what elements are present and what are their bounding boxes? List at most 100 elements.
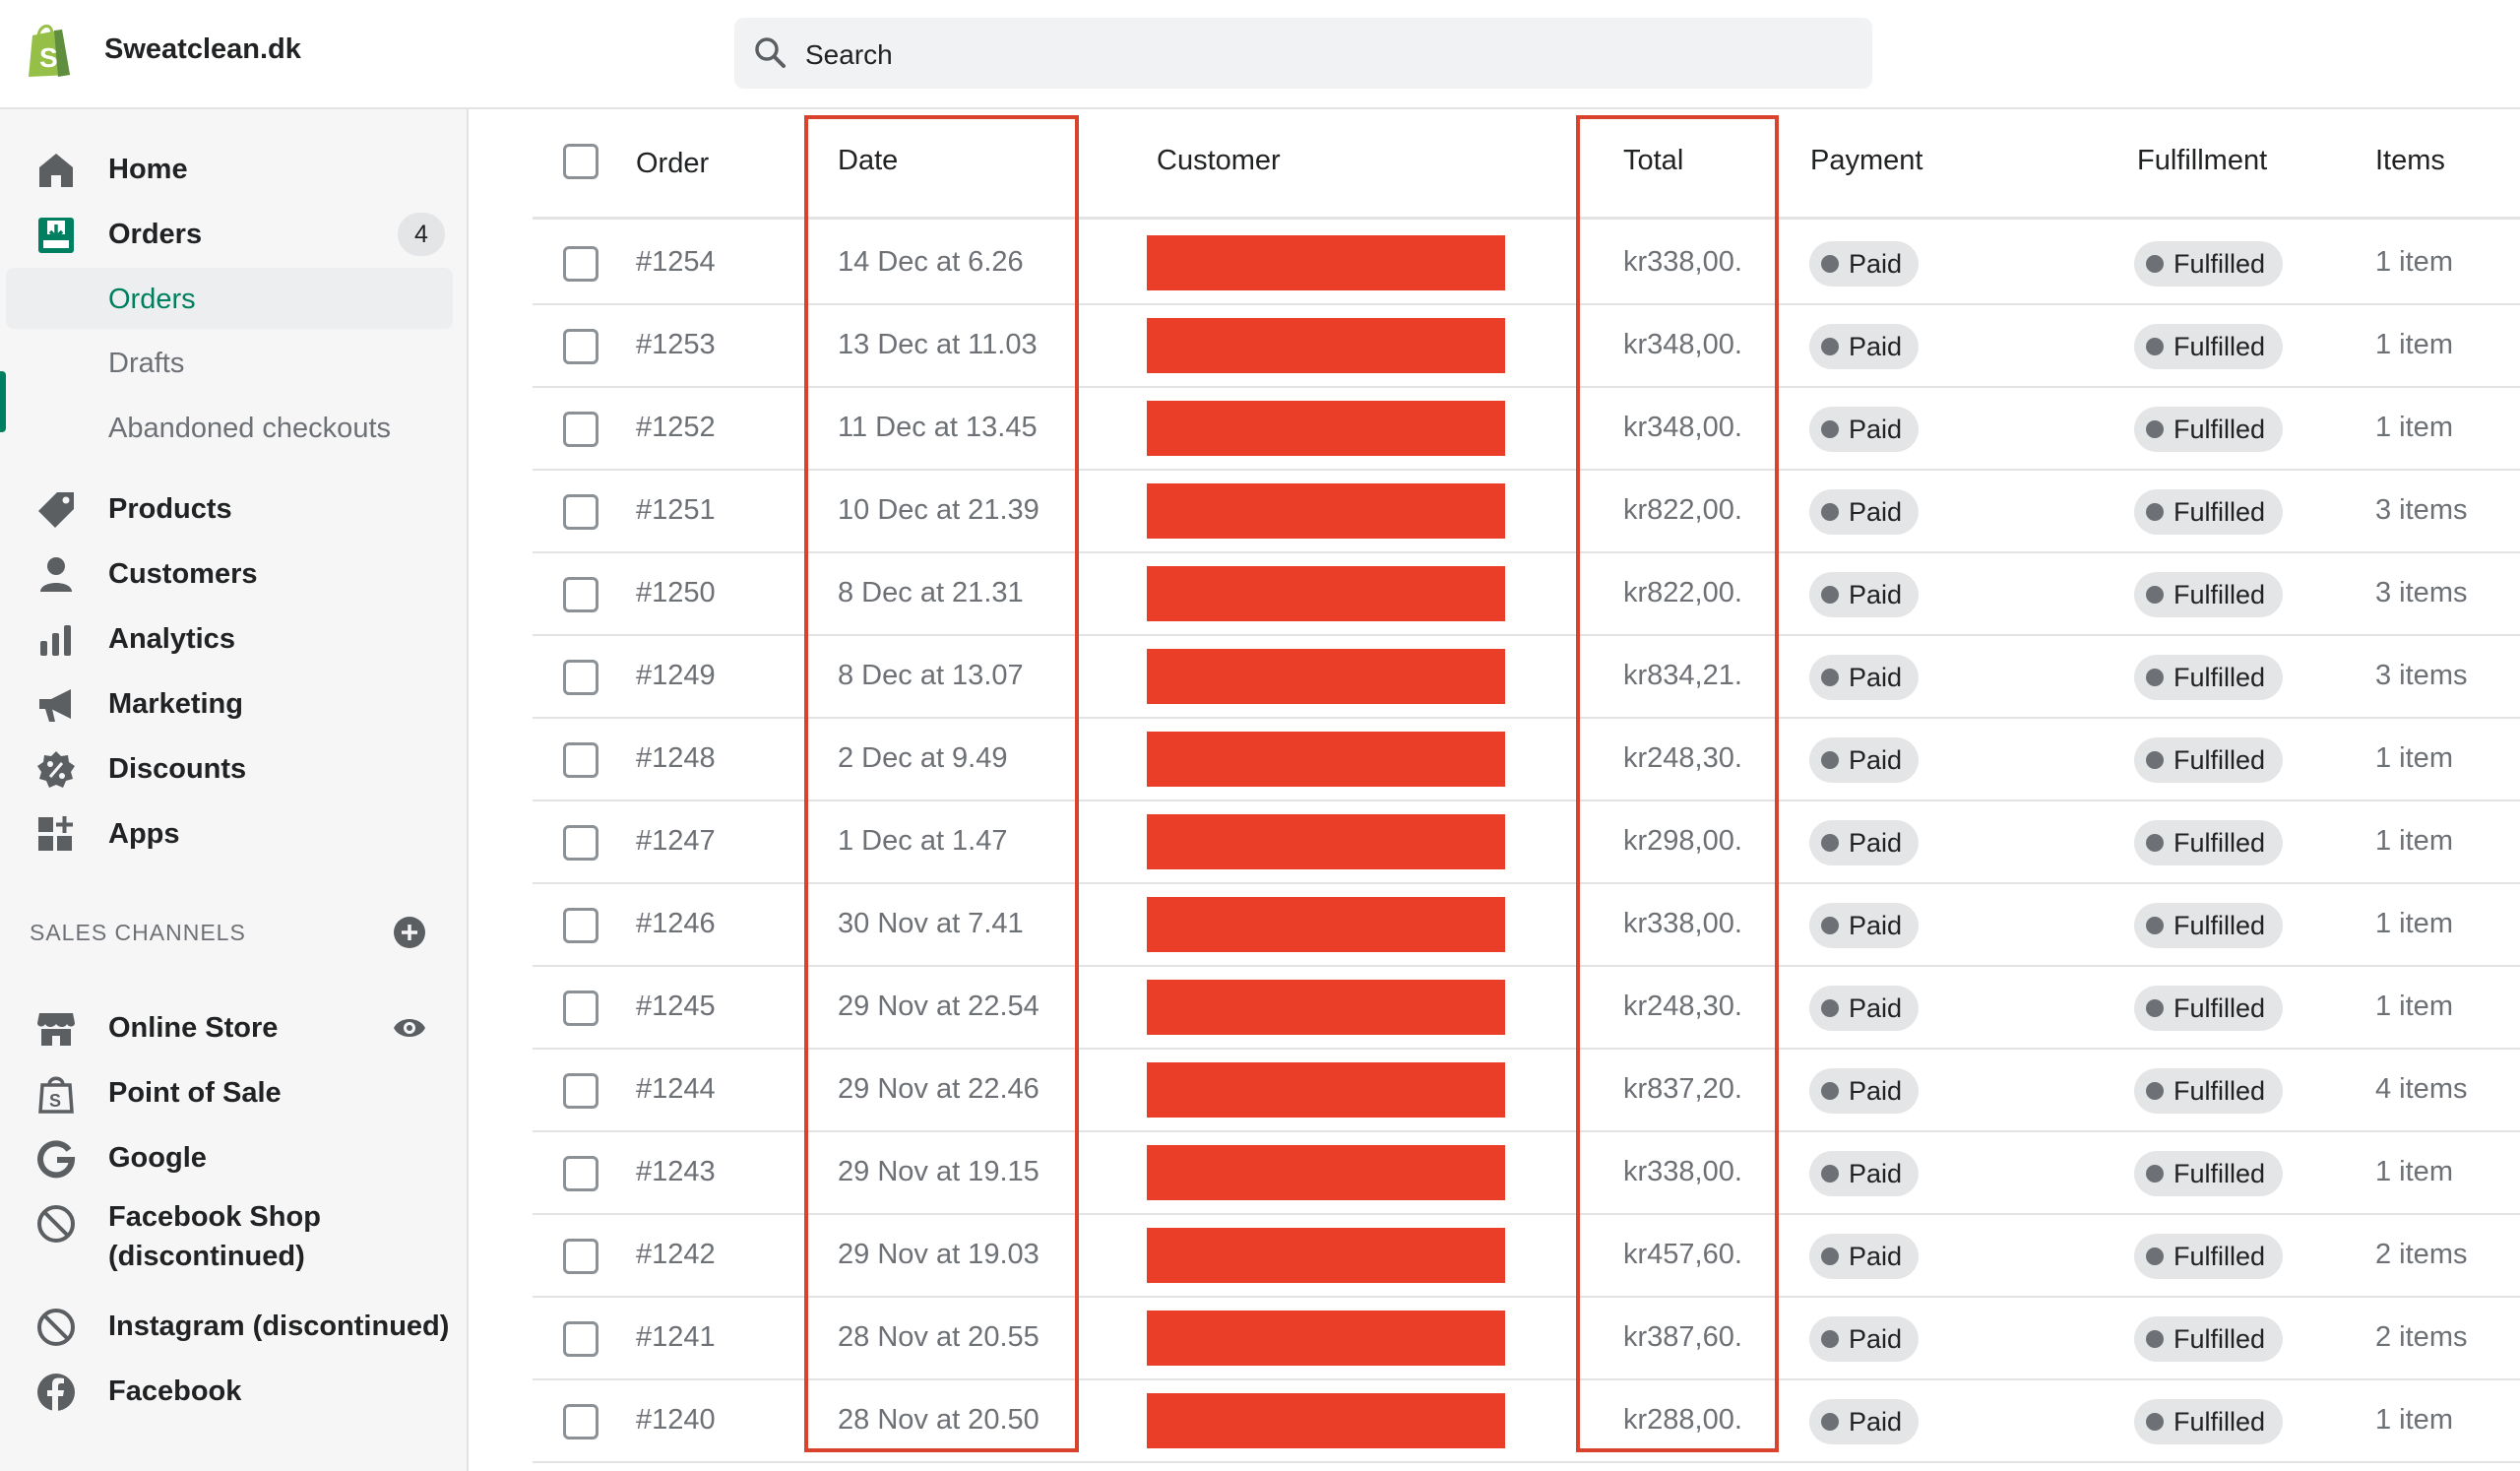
table-row[interactable]: #1251 10 Dec at 21.39 kr822,00. Paid Fulfill…: [533, 471, 2520, 553]
table-row[interactable]: #1246 30 Nov at 7.41 kr338,00. Paid Fulfille…: [533, 884, 2520, 967]
order-number[interactable]: #1242: [636, 1239, 716, 1270]
row-checkbox[interactable]: [563, 329, 598, 364]
order-number[interactable]: #1241: [636, 1321, 716, 1353]
order-number[interactable]: #1251: [636, 494, 716, 526]
items-count[interactable]: 2 items: [2375, 1321, 2468, 1353]
fulfillment-status-label: Fulfilled: [2174, 1242, 2266, 1271]
eye-icon[interactable]: [392, 1010, 427, 1046]
sidebar-item-apps[interactable]: Apps: [0, 802, 469, 863]
table-row[interactable]: #1247 1 Dec at 1.47 kr298,00. Paid Fulfilled…: [533, 801, 2520, 884]
fulfillment-status-badge: Fulfilled: [2134, 820, 2283, 865]
table-row[interactable]: #1242 29 Nov at 19.03 kr457,60. Paid Fulfill…: [533, 1215, 2520, 1298]
table-row[interactable]: #1243 29 Nov at 19.15 kr338,00. Paid Fulfill…: [533, 1132, 2520, 1215]
row-checkbox[interactable]: [563, 1404, 598, 1439]
order-number[interactable]: #1246: [636, 908, 716, 939]
column-header-order[interactable]: Order: [636, 148, 710, 179]
items-count[interactable]: 1 item: [2375, 742, 2453, 774]
order-number[interactable]: #1249: [636, 660, 716, 691]
row-checkbox[interactable]: [563, 246, 598, 282]
items-count[interactable]: 1 item: [2375, 246, 2453, 278]
table-row[interactable]: #1240 28 Nov at 20.50 kr288,00. Paid Fulfill…: [533, 1380, 2520, 1463]
sidebar-item-home[interactable]: Home: [0, 138, 469, 199]
sidebar-item-facebook-shop[interactable]: Facebook Shop (discontinued): [0, 1191, 469, 1274]
prohibited-icon: [37, 1205, 75, 1243]
items-count[interactable]: 1 item: [2375, 329, 2453, 360]
items-count[interactable]: 1 item: [2375, 1156, 2453, 1187]
sidebar-item-marketing[interactable]: Marketing: [0, 672, 469, 734]
table-header: Order Date Customer Total Payment Fulfil…: [533, 111, 2520, 220]
add-sales-channel-icon[interactable]: [392, 915, 427, 950]
column-header-total[interactable]: Total: [1623, 145, 1684, 176]
table-row[interactable]: #1252 11 Dec at 13.45 kr348,00. Paid Fulfill…: [533, 388, 2520, 471]
sidebar-item-point-of-sale[interactable]: S Point of Sale: [0, 1061, 469, 1122]
sidebar-subitem-orders[interactable]: Orders: [6, 268, 453, 329]
order-number[interactable]: #1250: [636, 577, 716, 608]
column-header-date[interactable]: Date: [838, 145, 899, 176]
sidebar-item-products[interactable]: Products: [0, 478, 469, 539]
row-checkbox[interactable]: [563, 494, 598, 530]
sidebar-subitem-drafts[interactable]: Drafts: [0, 332, 469, 393]
items-count[interactable]: 4 items: [2375, 1073, 2468, 1105]
items-count[interactable]: 3 items: [2375, 577, 2468, 608]
order-number[interactable]: #1248: [636, 742, 716, 774]
table-row[interactable]: #1253 13 Dec at 11.03 kr348,00. Paid Fulfill…: [533, 305, 2520, 388]
table-row[interactable]: #1244 29 Nov at 22.46 kr837,20. Paid Fulfill…: [533, 1050, 2520, 1132]
table-row[interactable]: #1248 2 Dec at 9.49 kr248,30. Paid Fulfilled…: [533, 719, 2520, 801]
order-number[interactable]: #1252: [636, 412, 716, 443]
items-count[interactable]: 1 item: [2375, 1404, 2453, 1436]
table-row[interactable]: #1254 14 Dec at 6.26 kr338,00. Paid Fulfille…: [533, 223, 2520, 305]
sidebar-item-discounts[interactable]: Discounts: [0, 737, 469, 799]
sidebar-item-google[interactable]: Google: [0, 1126, 469, 1187]
payment-status-label: Paid: [1849, 828, 1903, 858]
items-count[interactable]: 3 items: [2375, 494, 2468, 526]
sidebar-item-facebook[interactable]: Facebook: [0, 1360, 469, 1421]
search-bar[interactable]: Search: [734, 18, 1872, 89]
sidebar-item-orders[interactable]: Orders 4: [0, 203, 469, 264]
payment-status-dot-icon: [1821, 834, 1839, 852]
customer-redacted: [1147, 1062, 1505, 1118]
row-checkbox[interactable]: [563, 825, 598, 861]
order-number[interactable]: #1243: [636, 1156, 716, 1187]
row-checkbox[interactable]: [563, 908, 598, 943]
select-all-checkbox[interactable]: [563, 144, 598, 179]
order-number[interactable]: #1240: [636, 1404, 716, 1436]
sidebar-item-online-store[interactable]: Online Store: [0, 996, 469, 1057]
row-checkbox[interactable]: [563, 660, 598, 695]
row-checkbox[interactable]: [563, 1156, 598, 1191]
items-count[interactable]: 1 item: [2375, 825, 2453, 857]
table-row[interactable]: #1249 8 Dec at 13.07 kr834,21. Paid Fulfille…: [533, 636, 2520, 719]
row-checkbox[interactable]: [563, 412, 598, 447]
table-row[interactable]: #1245 29 Nov at 22.54 kr248,30. Paid Fulfill…: [533, 967, 2520, 1050]
items-count[interactable]: 1 item: [2375, 991, 2453, 1022]
top-bar: S Sweatclean.dk Search: [0, 0, 2520, 109]
row-checkbox[interactable]: [563, 577, 598, 612]
row-checkbox[interactable]: [563, 1073, 598, 1109]
fulfillment-status-dot-icon: [2146, 1082, 2164, 1100]
table-row[interactable]: #1241 28 Nov at 20.55 kr387,60. Paid Fulfill…: [533, 1298, 2520, 1380]
sidebar-item-analytics[interactable]: Analytics: [0, 608, 469, 669]
column-header-customer[interactable]: Customer: [1157, 145, 1281, 176]
row-checkbox[interactable]: [563, 991, 598, 1026]
sidebar-subitem-abandoned-checkouts[interactable]: Abandoned checkouts: [0, 397, 469, 458]
store-name[interactable]: Sweatclean.dk: [104, 33, 301, 65]
order-number[interactable]: #1254: [636, 246, 716, 278]
table-row[interactable]: #1250 8 Dec at 21.31 kr822,00. Paid Fulfille…: [533, 553, 2520, 636]
sidebar-item-label: Marketing: [108, 688, 243, 720]
order-number[interactable]: #1247: [636, 825, 716, 857]
column-header-fulfillment[interactable]: Fulfillment: [2137, 145, 2268, 176]
row-checkbox[interactable]: [563, 742, 598, 778]
order-number[interactable]: #1245: [636, 991, 716, 1022]
column-header-items[interactable]: Items: [2375, 145, 2445, 176]
shopify-logo-icon[interactable]: S: [25, 22, 76, 79]
items-count[interactable]: 2 items: [2375, 1239, 2468, 1270]
sidebar-item-instagram[interactable]: Instagram (discontinued): [0, 1295, 469, 1356]
column-header-payment[interactable]: Payment: [1810, 145, 1923, 176]
sidebar-item-customers[interactable]: Customers: [0, 543, 469, 604]
order-number[interactable]: #1253: [636, 329, 716, 360]
row-checkbox[interactable]: [563, 1239, 598, 1274]
row-checkbox[interactable]: [563, 1321, 598, 1357]
items-count[interactable]: 3 items: [2375, 660, 2468, 691]
items-count[interactable]: 1 item: [2375, 412, 2453, 443]
items-count[interactable]: 1 item: [2375, 908, 2453, 939]
order-number[interactable]: #1244: [636, 1073, 716, 1105]
